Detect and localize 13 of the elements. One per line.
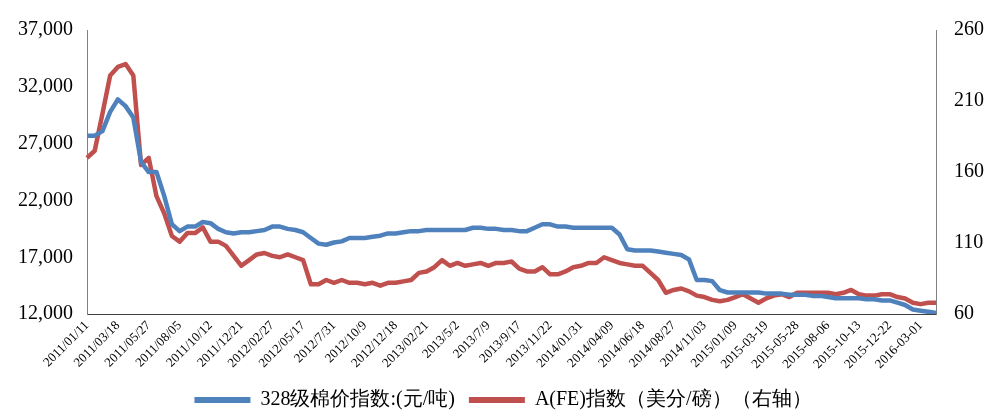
y2-tick-label: 60 [954,301,974,324]
y-tick-label: 17,000 [18,244,73,267]
y2-tick-label: 160 [954,159,984,182]
y-tick-label: 12,000 [18,301,73,324]
y-tick-label: 32,000 [18,74,73,97]
y-tick-label: 27,000 [18,130,73,153]
y-tick-label: 22,000 [18,187,73,210]
legend-label: 328级棉价指数:(元/吨) [260,387,455,411]
y2-tick-label: 210 [954,88,984,111]
y2-tick-label: 110 [954,230,984,253]
legend-label: A(FE)指数（美分/磅）（右轴） [534,387,812,411]
y2-tick-label: 260 [954,17,984,40]
y-tick-label: 37,000 [18,17,73,40]
